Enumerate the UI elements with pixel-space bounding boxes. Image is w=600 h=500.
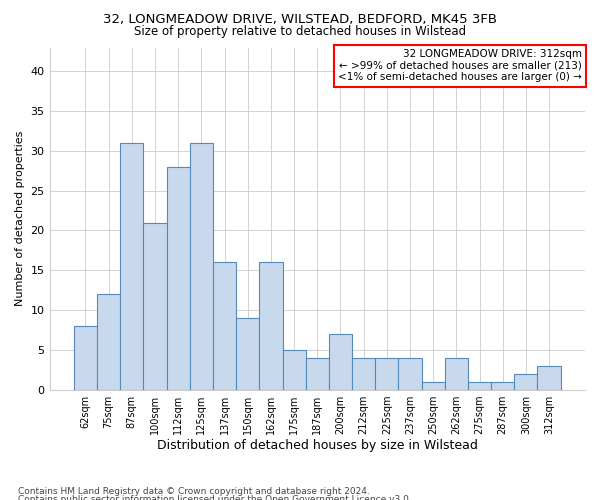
Text: Size of property relative to detached houses in Wilstead: Size of property relative to detached ho… [134, 25, 466, 38]
Bar [74, 326, 97, 390]
Bar [167, 167, 190, 390]
Bar [375, 358, 398, 390]
X-axis label: Distribution of detached houses by size in Wilstead: Distribution of detached houses by size … [157, 440, 478, 452]
Bar [213, 262, 236, 390]
Bar [283, 350, 305, 390]
Bar [445, 358, 468, 390]
Text: 32, LONGMEADOW DRIVE, WILSTEAD, BEDFORD, MK45 3FB: 32, LONGMEADOW DRIVE, WILSTEAD, BEDFORD,… [103, 12, 497, 26]
Bar [120, 143, 143, 390]
Bar [422, 382, 445, 390]
Bar [468, 382, 491, 390]
Text: 32 LONGMEADOW DRIVE: 312sqm
← >99% of detached houses are smaller (213)
<1% of s: 32 LONGMEADOW DRIVE: 312sqm ← >99% of de… [338, 49, 583, 82]
Y-axis label: Number of detached properties: Number of detached properties [15, 131, 25, 306]
Text: Contains public sector information licensed under the Open Government Licence v3: Contains public sector information licen… [18, 495, 412, 500]
Text: Contains HM Land Registry data © Crown copyright and database right 2024.: Contains HM Land Registry data © Crown c… [18, 488, 370, 496]
Bar [259, 262, 283, 390]
Bar [538, 366, 560, 390]
Bar [398, 358, 422, 390]
Bar [236, 318, 259, 390]
Bar [305, 358, 329, 390]
Bar [97, 294, 120, 390]
Bar [352, 358, 375, 390]
Bar [329, 334, 352, 390]
Bar [514, 374, 538, 390]
Bar [491, 382, 514, 390]
Bar [190, 143, 213, 390]
Bar [143, 222, 167, 390]
